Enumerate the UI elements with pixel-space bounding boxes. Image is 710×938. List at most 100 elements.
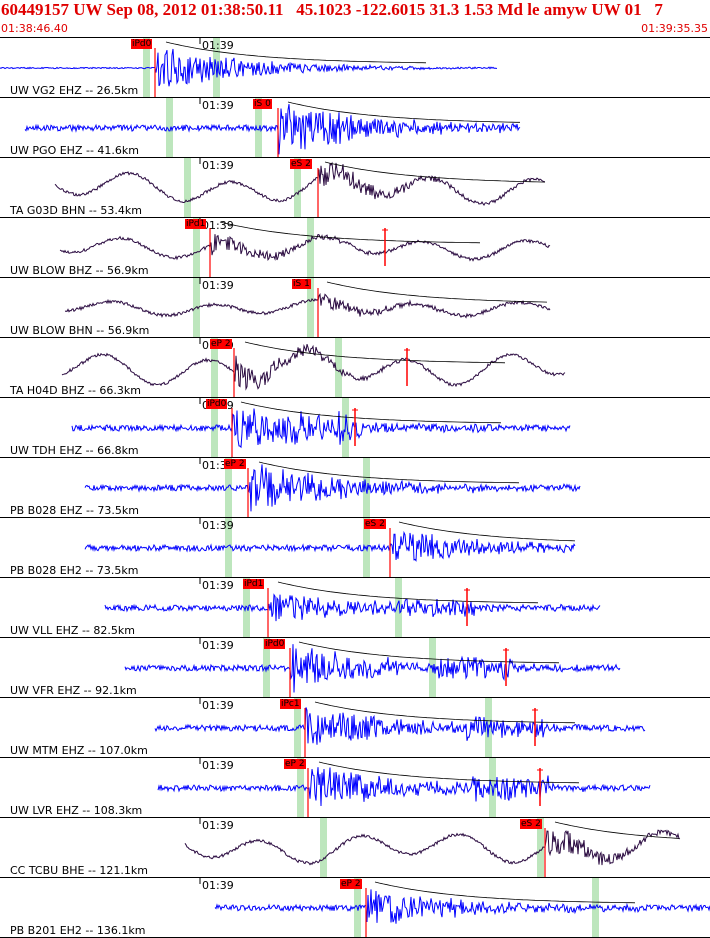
phase-pick-label[interactable]: eS 2 [364,519,386,529]
trace-panel: 01:39 iS 1 UW BLOW BHN -- 56.9km [0,278,710,338]
trace-plot [0,458,710,518]
coda-curve [287,101,520,123]
waveform [71,408,571,449]
coda-curve [554,821,680,839]
analysis-window [363,458,370,518]
coda-curve [258,461,520,484]
minute-tick-label: 01:39 [202,99,234,112]
analysis-window [307,278,314,338]
trace-plot [0,278,710,338]
trace-plot [0,158,710,218]
trace-plot [0,698,710,758]
coda-curve [298,641,560,664]
trace-plot [0,518,710,578]
trace-panel: 01:39 iPd1 UW BLOW BHZ -- 56.9km [0,218,710,278]
minute-tick-label: 01:39 [202,579,234,592]
station-label: CC TCBU BHE -- 121.1km [10,864,148,877]
analysis-window [211,338,218,398]
station-label: UW TDH EHZ -- 66.8km [10,444,139,457]
analysis-window [294,158,301,218]
trace-plot [0,398,710,458]
phase-pick-label[interactable]: iPd0 [264,639,286,649]
analysis-window [225,518,232,578]
minute-tick-label: 01:39 [202,219,234,232]
event-header: 60449157 UW Sep 08, 2012 01:38:50.11 45.… [0,0,710,38]
trace-plot [0,818,710,878]
analysis-window [297,758,304,818]
trace-plot [0,338,710,398]
coda-curve [324,161,546,183]
waveform [154,707,646,745]
phase-pick-label[interactable]: eS 2 [290,159,312,169]
analysis-window [320,818,327,878]
minute-tick-label: 01:39 [202,519,234,532]
analysis-window [243,578,250,638]
phase-pick-label[interactable]: eP 2 [224,459,246,469]
waveform [157,767,651,807]
minute-tick-label: 01:39 [202,879,234,892]
phase-pick-label[interactable]: eP 2 [340,879,362,889]
coda-curve [244,341,506,364]
analysis-window [184,158,191,218]
minute-tick-label: 01:39 [202,699,234,712]
phase-pick-label[interactable]: iPc1 [280,699,301,709]
phase-pick-label[interactable]: iPd1 [243,579,265,589]
phase-pick-label[interactable]: iPd1 [185,219,207,229]
waveform [64,292,551,319]
trace-panel: 01:39 eP 2 UW LVR EHZ -- 108.3km [0,758,710,818]
coda-curve [326,281,548,303]
trace-plot [0,578,710,638]
trace-panel: 01:39 iS 0 UW PGO EHZ -- 41.6km [0,98,710,158]
analysis-window [193,218,200,278]
coda-curve [219,221,481,244]
station-label: PB B028 EHZ -- 73.5km [10,504,139,517]
minute-tick-label: 01:39 [202,159,234,172]
station-label: UW BLOW BHN -- 56.9km [10,324,150,337]
station-label: PB B201 EH2 -- 136.1km [10,924,146,937]
phase-pick-label[interactable]: iS 1 [292,279,311,289]
waveform [24,104,521,155]
station-label: UW VFR EHZ -- 92.1km [10,684,137,697]
minute-tick-label: 01:39 [202,819,234,832]
trace-plot [0,638,710,698]
analysis-window [537,818,544,878]
coda-curve [398,521,576,542]
trace-panel: 01:39 iPd0 UW VG2 EHZ -- 26.5km [0,38,710,98]
phase-pick-label[interactable]: eP 2 [284,759,306,769]
waveform [184,829,681,866]
trace-panel: 01:39 iPd0 UW VFR EHZ -- 92.1km [0,638,710,698]
trace-panel: 01:39 eP 2 PB B201 EH2 -- 136.1km [0,878,710,938]
trace-panel: 01:39 eS 2 CC TCBU BHE -- 121.1km [0,818,710,878]
waveform [104,593,601,622]
coda-curve [165,41,427,64]
trace-panel: 01:39 eP 2 PB B028 EHZ -- 73.5km [0,458,710,518]
coda-curve [318,761,580,784]
station-label: UW VG2 EHZ -- 26.5km [10,84,139,97]
analysis-window [166,98,173,158]
window-start-time: 01:38:46.40 [1,22,68,35]
trace-panel: 01:39 eS 2 TA G03D BHN -- 53.4km [0,158,710,218]
coda-curve [374,881,636,904]
waveform [59,234,551,262]
phase-pick-label[interactable]: iS 0 [253,99,272,109]
phase-pick-label[interactable]: eS 2 [520,819,542,829]
waveform [84,464,581,512]
minute-tick-label: 01:39 [202,279,234,292]
minute-tick-label: 01:39 [202,639,234,652]
seismogram-stack: 01:39 iPd0 UW VG2 EHZ -- 26.5km 01:39 iS 0 UW… [0,38,710,938]
phase-pick-label[interactable]: iPd0 [206,399,228,409]
window-end-time: 01:39:35.35 [641,22,708,35]
phase-pick-label[interactable]: iPd0 [131,39,153,49]
trace-panel: 01:39 iPd1 UW VLL EHZ -- 82.5km [0,578,710,638]
phase-pick-label[interactable]: eP 2 [210,339,232,349]
trace-panel: 01:39 eS 2 PB B028 EH2 -- 73.5km [0,518,710,578]
analysis-window [225,458,232,518]
station-label: UW PGO EHZ -- 41.6km [10,144,140,157]
station-label: UW MTM EHZ -- 107.0km [10,744,148,757]
minute-tick-label: 01:39 [202,459,234,472]
analysis-window [307,218,314,278]
station-label: UW BLOW BHZ -- 56.9km [10,264,149,277]
analysis-window [193,278,200,338]
station-label: UW VLL EHZ -- 82.5km [10,624,135,637]
